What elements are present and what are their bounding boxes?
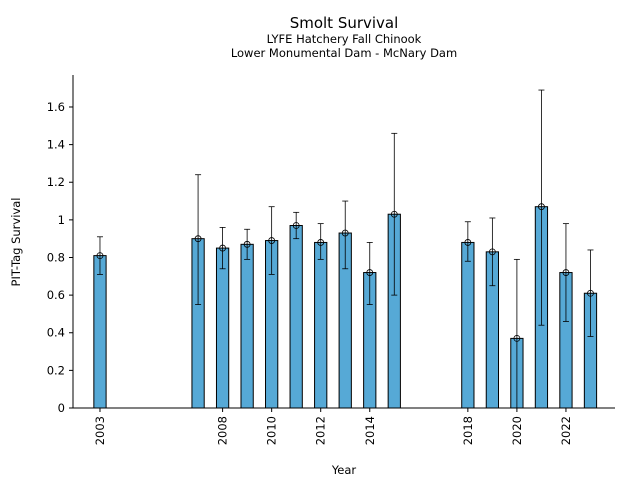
y-tick-label: 0.8 [47,250,65,264]
point-marker [464,239,472,246]
bar [93,255,107,409]
x-tick-label: 2022 [559,416,573,445]
point-marker [488,248,496,256]
point-marker [219,244,227,252]
y-tick-label: 1.2 [47,175,65,189]
x-tick-label: 2014 [363,416,377,445]
y-tick-label: 0.6 [47,288,65,302]
point-marker [317,239,325,246]
point-marker [243,240,251,248]
x-tick-label: 2012 [314,416,328,445]
bar [215,247,230,409]
bar [289,225,303,409]
chart-subtitle-line-1: LYFE Hatchery Fall Chinook [267,32,422,46]
x-tick-label: 2003 [93,416,107,445]
point-marker [390,210,398,218]
point-marker [366,269,374,276]
point-marker [194,235,202,243]
y-axis-label: PIT-Tag Survival [9,198,23,287]
point-marker [292,222,300,229]
point-marker [538,203,545,211]
y-tick-label: 0.4 [47,326,65,340]
y-tick-label: 1 [58,213,65,227]
x-tick-label: 2020 [510,416,524,445]
point-marker [341,229,349,237]
y-tick-label: 0.2 [47,363,65,377]
x-tick-label: 2010 [265,416,279,445]
point-marker [562,269,570,276]
chart-subtitle-line-2: Lower Monumental Dam - McNary Dam [231,46,457,60]
point-marker [587,289,594,297]
point-marker [268,237,276,244]
y-tick-label: 0 [58,401,65,415]
y-tick-label: 1.6 [47,100,65,114]
bar [314,241,328,409]
x-tick-label: 2018 [461,416,475,445]
y-tick-label: 1.4 [47,138,65,152]
x-tick-label: 2008 [216,416,230,445]
bar [240,243,254,409]
point-marker [513,334,521,342]
bar [461,241,475,409]
x-axis-label: Year [331,463,357,477]
chart-title: Smolt Survival [290,14,399,32]
plot-area: 0 0.2 0.4 0.6 0.8 1 1.2 1.4 1.6 2003 2008 2010 2012 2… [47,75,615,445]
point-marker [96,252,104,260]
